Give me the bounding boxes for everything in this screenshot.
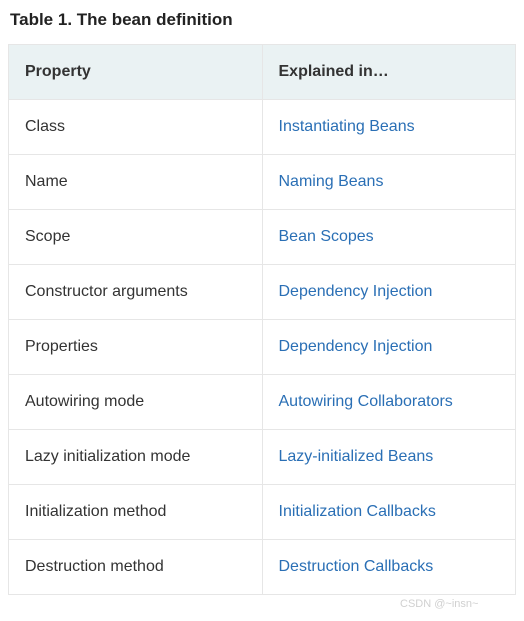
bean-definition-table: Property Explained in… Class Instantiatin… <box>8 44 516 595</box>
explained-cell: Dependency Injection <box>262 320 516 375</box>
watermark: CSDN @~insn~ <box>400 598 478 610</box>
doc-link[interactable]: Naming Beans <box>279 173 384 190</box>
doc-link[interactable]: Dependency Injection <box>279 283 433 300</box>
property-cell: Properties <box>9 320 263 375</box>
col-header-property: Property <box>9 45 263 100</box>
explained-cell: Naming Beans <box>262 155 516 210</box>
property-cell: Initialization method <box>9 485 263 540</box>
explained-cell: Destruction Callbacks <box>262 540 516 595</box>
explained-cell: Initialization Callbacks <box>262 485 516 540</box>
table-row: Name Naming Beans <box>9 155 516 210</box>
property-cell: Autowiring mode <box>9 375 263 430</box>
col-header-explained: Explained in… <box>262 45 516 100</box>
doc-link[interactable]: Bean Scopes <box>279 228 374 245</box>
explained-cell: Dependency Injection <box>262 265 516 320</box>
doc-link[interactable]: Destruction Callbacks <box>279 558 434 575</box>
table-row: Properties Dependency Injection <box>9 320 516 375</box>
doc-link[interactable]: Instantiating Beans <box>279 118 415 135</box>
explained-cell: Bean Scopes <box>262 210 516 265</box>
table-title: Table 1. The bean definition <box>10 10 516 30</box>
doc-link[interactable]: Initialization Callbacks <box>279 503 436 520</box>
doc-link[interactable]: Autowiring Collaborators <box>279 393 453 410</box>
table-header-row: Property Explained in… <box>9 45 516 100</box>
explained-cell: Autowiring Collaborators <box>262 375 516 430</box>
property-cell: Destruction method <box>9 540 263 595</box>
table-body: Class Instantiating Beans Name Naming Beans… <box>9 100 516 595</box>
property-cell: Lazy initialization mode <box>9 430 263 485</box>
table-row: Constructor arguments Dependency Injectio… <box>9 265 516 320</box>
table-row: Class Instantiating Beans <box>9 100 516 155</box>
table-row: Initialization method Initialization Call… <box>9 485 516 540</box>
table-row: Destruction method Destruction Callbacks <box>9 540 516 595</box>
doc-link[interactable]: Lazy-initialized Beans <box>279 448 434 465</box>
explained-cell: Instantiating Beans <box>262 100 516 155</box>
table-row: Scope Bean Scopes <box>9 210 516 265</box>
doc-link[interactable]: Dependency Injection <box>279 338 433 355</box>
explained-cell: Lazy-initialized Beans <box>262 430 516 485</box>
property-cell: Constructor arguments <box>9 265 263 320</box>
table-row: Autowiring mode Autowiring Collaborators <box>9 375 516 430</box>
table-row: Lazy initialization mode Lazy-initialized… <box>9 430 516 485</box>
property-cell: Class <box>9 100 263 155</box>
property-cell: Name <box>9 155 263 210</box>
property-cell: Scope <box>9 210 263 265</box>
